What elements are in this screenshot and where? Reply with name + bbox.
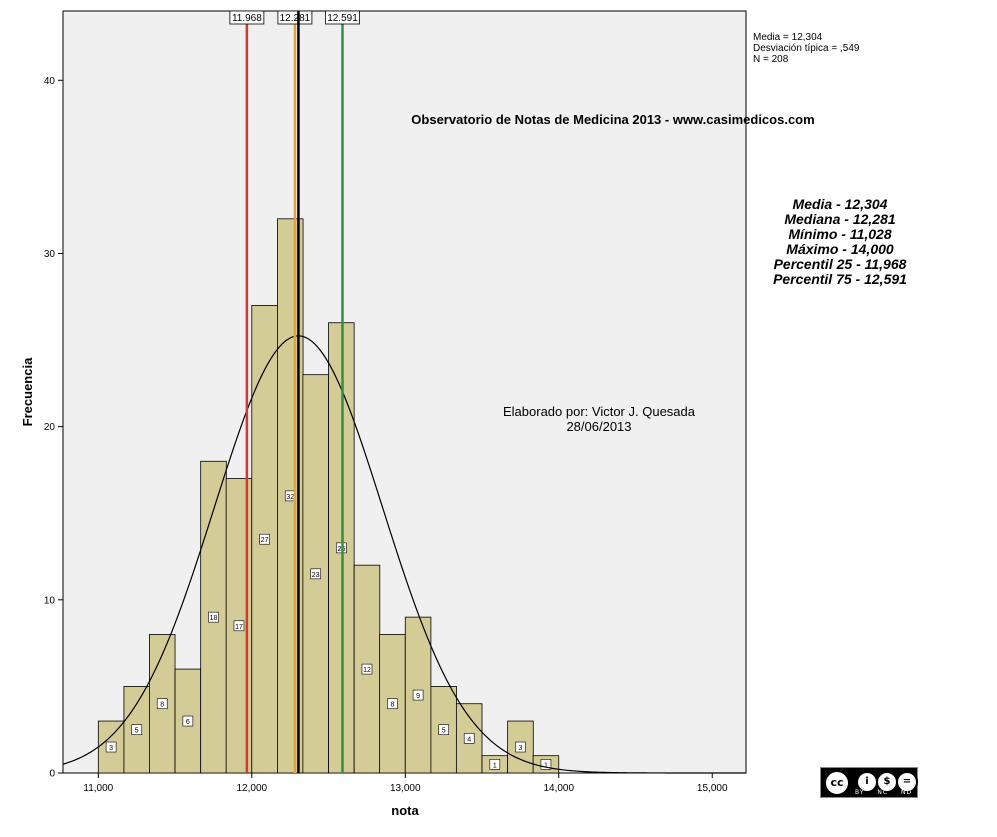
by-attribution-icon: i	[856, 771, 878, 793]
x-tick-label: 13,000	[390, 783, 421, 794]
bar-count-label: 27	[261, 537, 269, 544]
license-tags: BY NC ND	[855, 789, 912, 796]
stat-max: Máximo - 14,000	[786, 241, 894, 257]
bar-count-box	[489, 759, 501, 770]
reference-line-label: 12.591	[327, 13, 358, 24]
normal-curve	[62, 335, 746, 774]
date-annotation: 28/06/2013	[566, 419, 631, 434]
cc-license-badge: cc i $ = BY NC ND	[820, 767, 918, 798]
bar-count-box	[156, 698, 168, 710]
license-tag-nc: NC	[877, 789, 889, 796]
bar-count-box	[208, 611, 219, 623]
bar-count-box	[515, 741, 526, 753]
reference-line-label: 12.281	[280, 13, 311, 24]
bar-count-label: 8	[160, 702, 164, 709]
bar-count-label: 18	[210, 615, 218, 622]
bar-count-label: 32	[286, 494, 294, 501]
y-axis-label: Frecuencia	[20, 357, 35, 426]
histogram-bar	[251, 305, 278, 774]
summary-stats: Media - 12,304 Mediana - 12,281 Mínimo -…	[740, 197, 940, 287]
bar-count-box	[131, 724, 143, 736]
cc-logo-icon: cc	[824, 770, 850, 796]
stat-mean: Media - 12,304	[792, 196, 888, 212]
bar-count-label: 17	[235, 624, 243, 631]
bar-count-box	[540, 759, 552, 770]
stat-median: Mediana - 12,281	[784, 211, 896, 227]
bar-count-label: 3	[109, 745, 113, 752]
reference-line-label-box	[325, 10, 360, 25]
chart-title: Observatorio de Notas de Medicina 2013 -…	[411, 112, 814, 127]
bar-count-label: 4	[467, 736, 471, 743]
bar-count-box	[182, 715, 194, 727]
author-annotation: Elaborado por: Victor J. Quesada	[503, 404, 696, 419]
y-tick-label: 0	[49, 769, 55, 780]
x-tick-label: 12,000	[236, 783, 267, 794]
bar-count-label: 8	[390, 702, 394, 709]
bar-count-box	[310, 568, 322, 580]
legend-stats: Media = 12,304 Desviación típica = ,549 …	[753, 32, 859, 65]
x-tick-label: 15,000	[697, 783, 728, 794]
license-tag-nd: ND	[900, 789, 913, 796]
bar-count-label: 6	[186, 719, 190, 726]
y-tick-label: 20	[44, 422, 56, 433]
bar-count-box	[412, 689, 424, 701]
x-tick-label: 14,000	[543, 783, 574, 794]
stat-min: Mínimo - 11,028	[788, 226, 892, 242]
bar-count-label: 1	[544, 762, 548, 769]
y-tick-label: 40	[44, 76, 56, 87]
y-tick-label: 10	[44, 595, 56, 606]
bar-count-box	[361, 663, 373, 675]
x-tick-label: 11,000	[83, 783, 113, 794]
y-axis: 0 10 20 30 40	[44, 76, 63, 780]
bar-count-box	[233, 620, 245, 632]
y-tick-label: 30	[44, 249, 56, 260]
bar-count-box	[387, 698, 398, 710]
legend-sd: Desviación típica = ,549	[753, 43, 860, 54]
reference-line-label-box	[277, 10, 313, 25]
bar-count-box	[259, 533, 270, 545]
bar-count-label: 5	[135, 728, 139, 735]
license-tag-by: BY	[855, 789, 865, 796]
bar-count-box	[438, 724, 450, 736]
stat-p25: Percentil 25 - 11,968	[773, 256, 907, 272]
legend-n: N = 208	[753, 54, 789, 65]
bar-count-label: 12	[363, 667, 371, 674]
bar-count-label: 23	[312, 572, 320, 579]
nd-noderivatives-icon: =	[896, 771, 918, 793]
reference-line-label-box	[229, 10, 265, 25]
stat-p75: Percentil 75 - 12,591	[773, 271, 907, 287]
bar-count-box	[463, 733, 475, 744]
histogram-bar	[404, 616, 432, 774]
x-axis: 11,000 12,000 13,000 14,000 15,000	[83, 773, 728, 794]
bar-count-box	[105, 741, 117, 753]
bar-count-label: 3	[519, 745, 523, 752]
legend-mean: Media = 12,304	[753, 32, 823, 43]
x-axis-label: nota	[391, 803, 419, 818]
reference-line-label: 11.968	[232, 13, 262, 24]
bar-count-label: 9	[416, 693, 420, 700]
reference-lines-layer: 11.968 12.281 12.591	[229, 10, 360, 773]
bar-count-label: 1	[493, 762, 497, 769]
bar-count-label: 5	[442, 728, 446, 735]
